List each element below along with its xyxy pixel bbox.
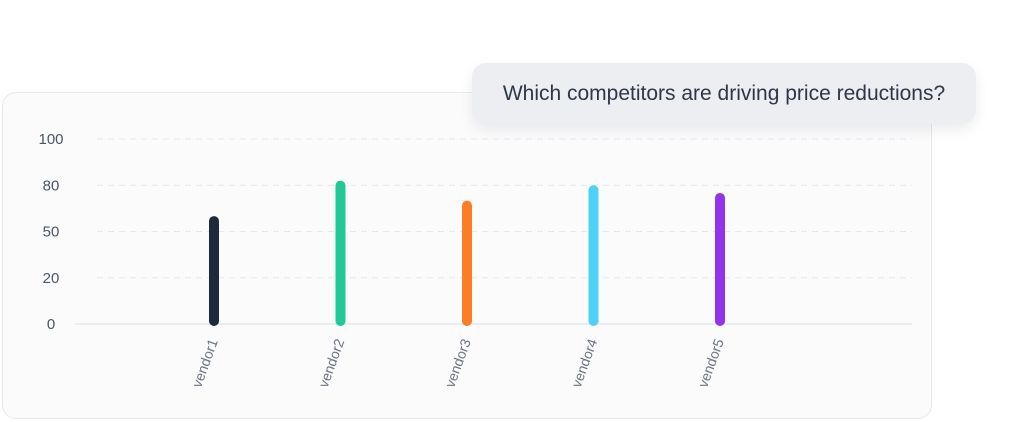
- y-tick-label: 100: [38, 131, 63, 148]
- x-tick-label: vendor1: [188, 336, 220, 389]
- x-tick-label: vendor3: [441, 336, 473, 389]
- bar-vendor1: [209, 216, 219, 326]
- bar-vendor2: [335, 180, 346, 326]
- y-tick-label: 80: [43, 177, 60, 194]
- question-bubble: Which competitors are driving price redu…: [472, 63, 976, 124]
- bar-vendor4: [588, 185, 599, 326]
- bar-vendor5: [715, 192, 725, 326]
- y-tick-label: 20: [43, 270, 60, 287]
- x-tick-label: vendor5: [694, 336, 726, 389]
- question-text: Which competitors are driving price redu…: [502, 81, 946, 105]
- y-tick-label: 50: [43, 224, 60, 241]
- x-axis-labels: vendor1 vendor2 vendor3 vendor4 vendor5: [188, 336, 726, 389]
- y-tick-label: 0: [47, 316, 55, 333]
- x-tick-label: vendor2: [315, 336, 347, 389]
- x-tick-label: vendor4: [568, 336, 600, 389]
- bars: [209, 180, 725, 326]
- bar-vendor3: [462, 200, 472, 326]
- grid-layer: [75, 138, 912, 325]
- y-axis-ticks: 0 20 50 80 100: [38, 131, 63, 333]
